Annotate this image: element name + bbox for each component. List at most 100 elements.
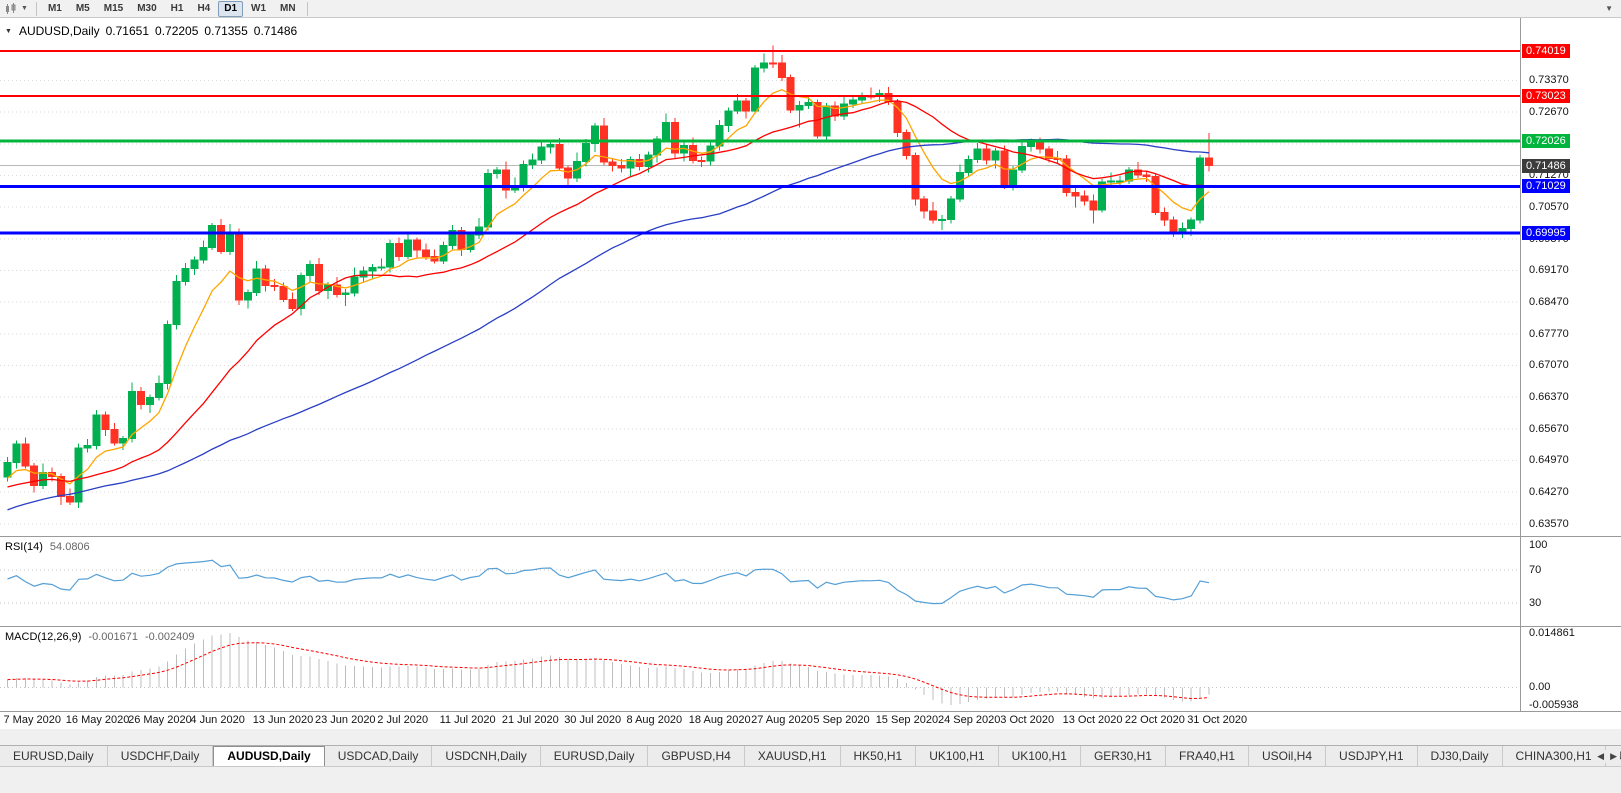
chart-collapse-icon[interactable]: ▼ [5,27,12,35]
candle-body [1080,195,1089,202]
candle-body [902,131,911,157]
macd-signal-line [7,642,1210,700]
candle-body [208,225,217,248]
candle-body [368,266,377,272]
chart-type-icon[interactable] [4,2,19,15]
timeframe-button-m30[interactable]: M30 [137,2,157,14]
chart-tab-china300-h1[interactable]: CHINA300,H1 [1503,746,1606,766]
chart-tab-dj30-daily[interactable]: DJ30,Daily [1418,746,1503,766]
chart-tab-uk100-h1[interactable]: UK100,H1 [916,746,999,766]
candle-body [377,266,386,269]
timeframe-button-m15[interactable]: M15 [103,2,124,14]
candle-body [688,145,697,162]
price-chart-canvas[interactable] [0,18,1520,536]
timeframe-button-m5[interactable]: M5 [75,2,90,14]
moving-average-line-55[interactable] [7,138,1210,511]
candle-body [217,225,226,252]
chart-tab-usdchf-daily[interactable]: USDCHF,Daily [108,746,214,766]
price-axis[interactable]: 0.63570 0.64270 0.64970 0.65670 0.66370 0.670… [1520,18,1621,711]
macd-panel-canvas[interactable] [0,627,1520,711]
candle-body [671,122,679,154]
rsi-panel-canvas[interactable] [0,537,1520,626]
date-axis-label: 22 Oct 2020 [1124,714,1185,726]
candle-body [929,210,938,221]
date-axis-label: 15 Sep 2020 [875,714,939,726]
candle-body [733,100,742,112]
candle-body [332,284,341,295]
toolbar-separator [306,1,308,16]
price-line-badge: 0.74019 [1522,44,1570,59]
ohlc-open-value: 0.71651 [105,24,150,38]
candle-body [1089,200,1098,211]
chart-tab-eurusd-daily[interactable]: EURUSD,Daily [0,746,108,766]
candle-body [74,447,83,503]
candle-body [190,259,199,270]
time-axis[interactable]: 7 May 2020 16 May 2020 26 May 2020 4 Jun 20… [0,712,1621,729]
candle-body [484,173,493,228]
date-axis-label: 4 Jun 2020 [190,714,245,726]
panel-separator[interactable] [0,626,1621,627]
price-line-badge: 0.73023 [1522,89,1570,104]
chart-tab-usdcnh-daily[interactable]: USDCNH,Daily [432,746,541,766]
candle-body [12,443,21,463]
chart-tab-fra40-h1[interactable]: FRA40,H1 [1166,746,1250,766]
chart-region: ▼ AUDUSD,Daily 0.71651 0.72205 0.71355 0… [0,18,1621,729]
bid-price-badge: 0.71486 [1522,158,1570,173]
chart-tab-usoil-h4[interactable]: USOil,H4 [1249,746,1327,766]
candle-body [599,125,608,163]
price-axis-label: 0.67770 [1529,327,1569,340]
toolbar-overflow-icon[interactable]: ▼ [1605,4,1613,13]
candle-body [697,160,706,163]
panel-separator[interactable] [0,536,1621,537]
rsi-axis-label: 30 [1529,597,1542,610]
macd-axis-label: 0.014861 [1529,627,1575,639]
candle-body [30,465,39,486]
chart-tab-usdcad-daily[interactable]: USDCAD,Daily [325,746,433,766]
price-axis-label: 0.63570 [1529,517,1569,530]
chart-tab-usdjpy-h1[interactable]: USDJPY,H1 [1326,746,1418,766]
candlestick-glyph [6,2,16,14]
candle-body [1160,212,1169,221]
rsi-axis-label: 70 [1529,563,1542,576]
moving-average-line-8[interactable] [7,88,1210,485]
chart-type-dropdown-icon[interactable]: ▼ [21,5,28,12]
date-axis-label: 3 Oct 2020 [1000,714,1055,726]
chart-tab-uk100-h1[interactable]: UK100,H1 [999,746,1081,766]
ohlc-low-value: 0.71355 [204,24,248,38]
timeframe-button-d1[interactable]: D1 [218,0,244,17]
candle-body [777,62,786,79]
candle-body [39,472,48,486]
date-axis-label: 16 May 2020 [65,714,130,726]
candle-body [1116,180,1124,183]
candle-body [226,232,234,252]
candle-body [893,101,902,133]
candle-body [92,414,101,447]
chart-symbol-label: AUDUSD,Daily [18,24,100,38]
candle-body [119,438,128,444]
timeframe-button-m1[interactable]: M1 [47,2,62,14]
price-line-badge: 0.72026 [1522,134,1570,149]
tabs-scroll-left-icon[interactable]: ◀ [1594,750,1607,763]
timeframe-button-mn[interactable]: MN [280,2,296,14]
tabs-scroll-right-icon[interactable]: ▶ [1607,750,1620,763]
candle-body [1044,148,1053,160]
chart-tab-eurusd-daily[interactable]: EURUSD,Daily [541,746,649,766]
chart-tab-xauusd-h1[interactable]: XAUUSD,H1 [745,746,841,766]
timeframe-button-h4[interactable]: H4 [197,2,211,14]
candle-body [973,148,982,161]
chart-tab-hk50-h1[interactable]: HK50,H1 [841,746,917,766]
candle-body [635,159,644,167]
candle-body [537,146,546,161]
candle-body [448,230,457,247]
chart-tab-gbpusd-h4[interactable]: GBPUSD,H4 [648,746,745,766]
candle-body [65,496,74,503]
price-axis-label: 0.64970 [1529,454,1569,467]
chart-tab-ger30-h1[interactable]: GER30,H1 [1081,746,1166,766]
candle-body [840,103,849,117]
timeframe-button-h1[interactable]: H1 [170,2,184,14]
chart-tab-audusd-daily[interactable]: AUDUSD,Daily [213,746,325,766]
timeframe-button-w1[interactable]: W1 [251,2,267,14]
candle-body [1018,145,1027,171]
candles-layer [3,45,1213,508]
price-axis-label: 0.69170 [1529,264,1569,277]
